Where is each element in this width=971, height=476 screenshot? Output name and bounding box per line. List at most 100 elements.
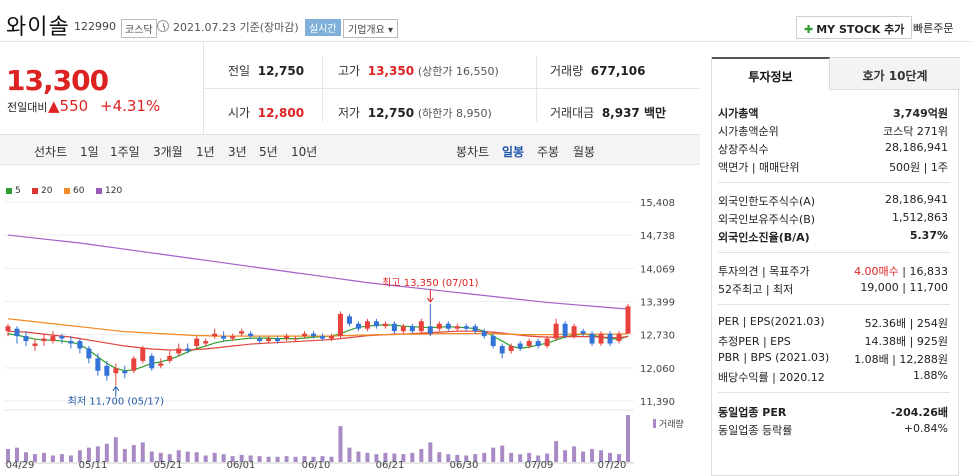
add-mystock-button[interactable]: ✚ MY STOCK 추가 xyxy=(796,16,913,39)
candle-body xyxy=(86,348,92,359)
period-1w[interactable]: 1주일 xyxy=(110,145,140,159)
volume-bar xyxy=(122,448,127,462)
volume-bar xyxy=(572,446,577,462)
pbr-row: PBR | BPS (2021.03) 1.08배 | 12,288원 xyxy=(718,351,948,366)
volume-bar xyxy=(347,447,352,462)
current-price-box: 13,300 전일대비 ▲550 +4.31% xyxy=(0,42,204,134)
candle-weekly[interactable]: 주봉 xyxy=(537,145,560,159)
volume-bar xyxy=(230,456,235,462)
candle-body xyxy=(481,331,487,337)
volume-legend-swatch xyxy=(653,419,656,428)
volume-bar xyxy=(284,456,289,462)
candle-daily[interactable]: 일봉 xyxy=(502,145,525,159)
volume-bar xyxy=(590,448,595,462)
candle-body xyxy=(337,313,343,337)
quote-divider xyxy=(204,88,700,89)
candle-body xyxy=(427,326,433,334)
volume-bar xyxy=(95,446,100,462)
candle-monthly[interactable]: 월봉 xyxy=(573,145,596,159)
period-3y[interactable]: 3년 xyxy=(228,145,247,159)
candle-body xyxy=(571,326,577,337)
stock-name: 와이솔 xyxy=(6,15,70,40)
foreign-limit-row: 외국인한도주식수(A) 28,186,941 xyxy=(718,193,948,208)
quote-amount: 거래대금 8,937 백만 xyxy=(550,106,667,120)
volume-bar xyxy=(149,451,154,462)
volume-bar xyxy=(113,437,118,462)
max-price-annotation: 최고 13,350 (07/01) xyxy=(382,277,478,289)
volume-bar xyxy=(356,451,361,462)
period-1y[interactable]: 1년 xyxy=(196,145,215,159)
volume-bar xyxy=(50,455,55,462)
tab-orderbook[interactable]: 호가 10단계 xyxy=(830,57,960,90)
company-overview-dropdown[interactable]: 기업개요 ▾ xyxy=(343,19,398,38)
candle-chart-label: 봉차트 xyxy=(456,145,490,159)
x-tick-label: 06/30 xyxy=(450,460,479,471)
candle-body xyxy=(284,336,290,339)
candle-body xyxy=(391,323,397,332)
tab-invest-info[interactable]: 투자정보 xyxy=(712,57,830,90)
candle-body xyxy=(418,321,424,332)
volume-bar xyxy=(212,452,217,462)
candle-body xyxy=(32,343,38,347)
foreign-ratio-row: 외국인소진율(B/A) 5.37% xyxy=(718,229,948,244)
y-tick-label: 12,730 xyxy=(640,331,675,342)
period-5y[interactable]: 5년 xyxy=(259,145,278,159)
x-tick-label: 05/11 xyxy=(79,460,108,471)
volume-bar xyxy=(383,452,388,462)
realtime-button[interactable]: 실시간 xyxy=(305,19,341,36)
dividend-row: 배당수익률 | 2020.12 1.88% xyxy=(718,369,948,384)
price-chart[interactable]: 15,408 14,738 14,069 13,399 12,730 12,060 11,3… xyxy=(0,165,700,476)
candle-body xyxy=(445,323,451,329)
volume-bar xyxy=(338,426,343,462)
volume-bar xyxy=(6,448,10,462)
legend-ma20: 20 xyxy=(32,186,52,196)
volume-bar xyxy=(248,455,253,462)
volume-bar xyxy=(320,456,325,462)
volume-bar xyxy=(599,450,604,462)
volume-bar xyxy=(221,454,226,462)
candle-body xyxy=(113,368,119,374)
ma-line-ma120 xyxy=(7,234,629,310)
y-tick-label: 14,069 xyxy=(640,264,675,275)
candle-body xyxy=(526,341,532,347)
period-1d[interactable]: 1일 xyxy=(80,145,99,159)
volume-bar xyxy=(239,454,244,462)
shares-row: 상장주식수 28,186,941 xyxy=(718,141,948,156)
volume-bar xyxy=(311,456,316,462)
volume-bar xyxy=(428,442,433,462)
section-divider xyxy=(718,304,950,305)
volume-bar xyxy=(59,454,64,462)
legend-ma60: 60 xyxy=(64,186,84,196)
legend-ma120: 120 xyxy=(96,186,122,196)
volume-bar xyxy=(536,455,541,462)
candle-body xyxy=(508,346,514,351)
volume-bar xyxy=(545,453,550,462)
candle-body xyxy=(400,326,406,332)
section-divider xyxy=(718,392,950,393)
y-tick-label: 11,390 xyxy=(640,397,675,408)
candle-body xyxy=(607,333,613,344)
volume-bar xyxy=(518,454,523,462)
period-3m[interactable]: 3개월 xyxy=(153,145,183,159)
volume-bar xyxy=(266,456,271,462)
candle-body xyxy=(589,333,595,344)
candle-body xyxy=(562,323,568,337)
week52-row: 52주최고 | 최저 19,000 | 11,700 xyxy=(718,281,948,296)
quick-order-link[interactable]: 빠른주문 xyxy=(913,22,954,35)
volume-bar xyxy=(365,452,370,462)
y-tick-label: 14,738 xyxy=(640,231,675,242)
market-badge: 코스닥 xyxy=(121,19,157,38)
candle-body xyxy=(5,326,11,332)
candle-body xyxy=(122,370,128,374)
volume-bar xyxy=(410,452,415,462)
section-divider xyxy=(718,252,950,253)
x-tick-label: 06/21 xyxy=(376,460,405,471)
ma-line-ma60 xyxy=(7,318,629,337)
period-10y[interactable]: 10년 xyxy=(291,145,318,159)
candle-body xyxy=(382,323,388,327)
volume-bar xyxy=(473,454,478,462)
candle-body xyxy=(14,328,20,337)
candle-body xyxy=(319,336,325,339)
market-cap-row: 시가총액 3,749억원 xyxy=(718,107,948,120)
candle-body xyxy=(140,348,146,361)
